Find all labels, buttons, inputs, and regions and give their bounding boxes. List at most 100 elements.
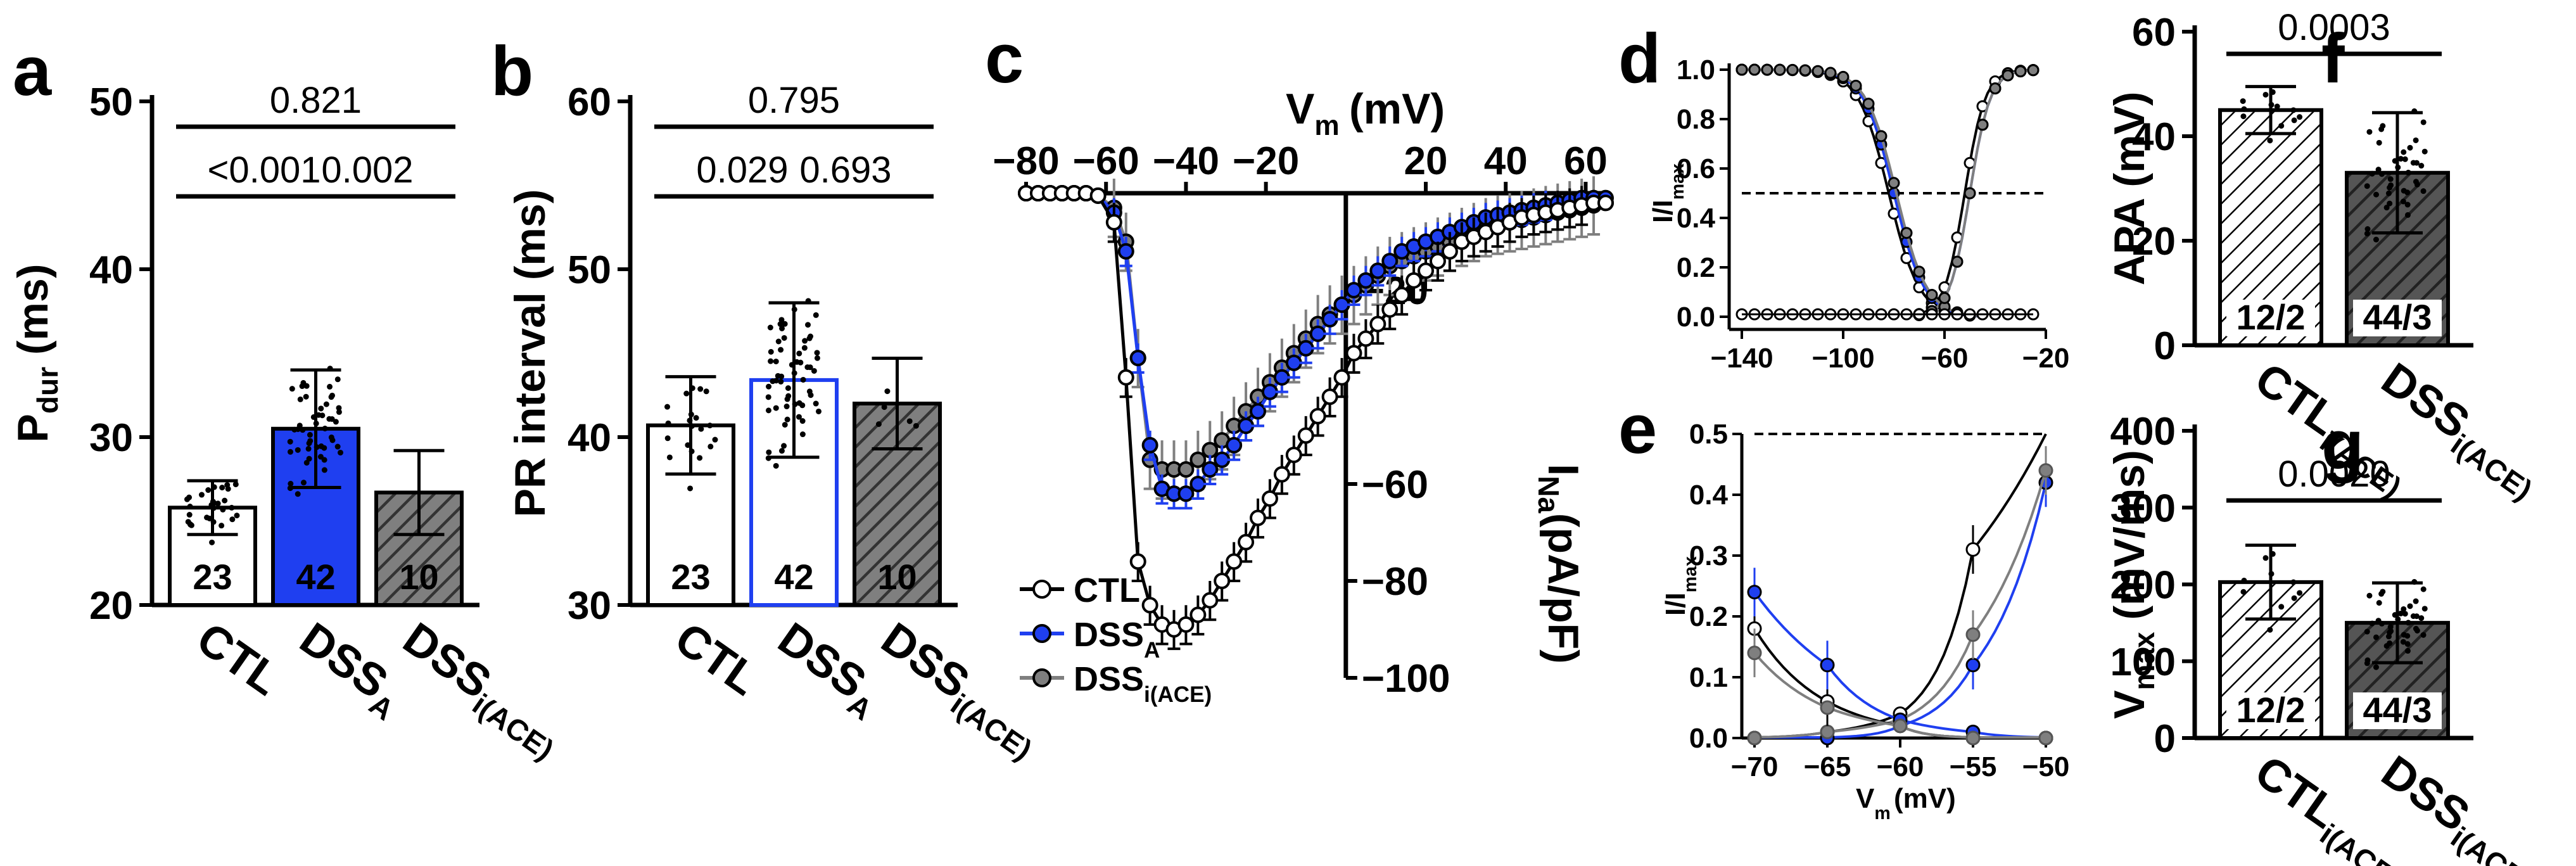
data-point — [327, 383, 333, 390]
data-point — [1261, 490, 1278, 507]
data-point — [784, 404, 790, 410]
p-value: <0.001 — [207, 150, 320, 191]
p-value: 0.821 — [270, 80, 362, 121]
data-point — [2278, 123, 2285, 129]
data-point — [773, 405, 779, 411]
data-point — [1177, 461, 1195, 478]
data-point — [2401, 606, 2407, 612]
y-tick-label: −100 — [1362, 657, 1450, 701]
data-point — [232, 481, 239, 488]
data-point — [1862, 98, 1875, 110]
data-point — [2387, 176, 2394, 182]
data-point — [1418, 262, 1435, 279]
data-point — [1129, 350, 1146, 367]
data-point — [1177, 616, 1195, 633]
y-tick-label: 50 — [568, 248, 611, 292]
data-point — [913, 423, 919, 429]
data-point — [808, 333, 814, 340]
data-point — [688, 448, 695, 454]
data-point — [1309, 407, 1326, 424]
n-label: 23 — [671, 557, 710, 597]
n-label: 10 — [877, 557, 917, 597]
panel-d-chart: −140 −100 −60 −20 0.0 0.2 0.4 0.6 0.8 1.0 I/Imax — [1647, 54, 2069, 374]
y-tick-label: 0.8 — [1677, 104, 1715, 135]
data-point — [2278, 604, 2285, 610]
data-point — [1214, 451, 1231, 468]
x-tick-label: −80 — [993, 139, 1059, 183]
data-point — [327, 366, 333, 372]
data-point — [334, 376, 341, 383]
data-point — [326, 416, 333, 422]
data-point — [317, 454, 324, 460]
x-tick-label: −65 — [1804, 751, 1851, 782]
data-point — [2268, 571, 2275, 577]
data-point — [1285, 447, 1302, 464]
data-point — [2291, 117, 2297, 124]
data-point — [229, 504, 235, 511]
x-axis-unit: (mV) — [1349, 85, 1445, 133]
data-point — [789, 362, 795, 368]
data-point — [697, 455, 703, 461]
data-point — [1913, 265, 1926, 278]
data-point — [766, 383, 772, 390]
data-point — [1226, 436, 1243, 454]
data-point — [1989, 82, 2002, 95]
data-point — [805, 298, 811, 304]
data-point — [209, 539, 215, 545]
data-point — [765, 407, 771, 414]
data-point — [2410, 613, 2416, 620]
data-point — [2262, 555, 2269, 561]
data-point — [1965, 730, 1981, 746]
n-label: 44/3 — [2363, 297, 2432, 337]
data-point — [2373, 236, 2379, 243]
data-point — [1747, 730, 1762, 746]
data-point — [1297, 340, 1314, 357]
data-point — [2376, 600, 2382, 606]
data-point — [791, 306, 797, 312]
category-label: DSSA — [286, 613, 414, 727]
data-point — [2405, 620, 2411, 626]
data-point — [814, 355, 820, 361]
panel-label-f: f — [2321, 20, 2345, 98]
data-point — [813, 312, 819, 318]
p-value: 0.795 — [748, 80, 840, 121]
data-point — [1735, 63, 1748, 76]
x-tick-label: −20 — [1233, 139, 1299, 183]
data-point — [2397, 610, 2404, 616]
data-point — [2297, 590, 2303, 596]
data-point — [2267, 627, 2273, 633]
y-tick-label: 0.2 — [1677, 252, 1715, 283]
data-point — [2387, 200, 2393, 207]
data-point — [1226, 553, 1243, 570]
y-tick-label: 60 — [568, 80, 611, 124]
data-point — [2392, 158, 2398, 164]
data-point — [337, 449, 343, 455]
data-point — [323, 401, 329, 407]
data-point — [1333, 369, 1350, 386]
data-point — [1820, 724, 1835, 739]
data-point — [768, 358, 774, 364]
data-point — [2405, 169, 2411, 175]
x-tick-label: −60 — [1877, 751, 1924, 782]
data-point — [1117, 243, 1134, 260]
data-point — [796, 350, 803, 357]
data-point — [288, 481, 294, 487]
data-point — [322, 425, 328, 431]
data-point — [2038, 730, 2053, 746]
y-tick-label: 30 — [89, 416, 133, 460]
panel-label-b: b — [491, 32, 533, 110]
category-label: DSSi(ACE) — [390, 613, 574, 767]
data-point — [303, 459, 310, 466]
y-tick-label: 300 — [2110, 487, 2176, 530]
data-point — [2269, 89, 2276, 95]
y-tick-label: 40 — [568, 416, 611, 460]
data-point — [2378, 590, 2385, 597]
data-point — [295, 447, 301, 453]
data-point — [1238, 417, 1255, 435]
data-point — [2401, 149, 2407, 155]
data-point — [2418, 615, 2425, 621]
data-point — [1202, 461, 1219, 478]
data-point — [1369, 262, 1386, 279]
data-point — [289, 386, 295, 392]
data-point — [1345, 282, 1362, 298]
